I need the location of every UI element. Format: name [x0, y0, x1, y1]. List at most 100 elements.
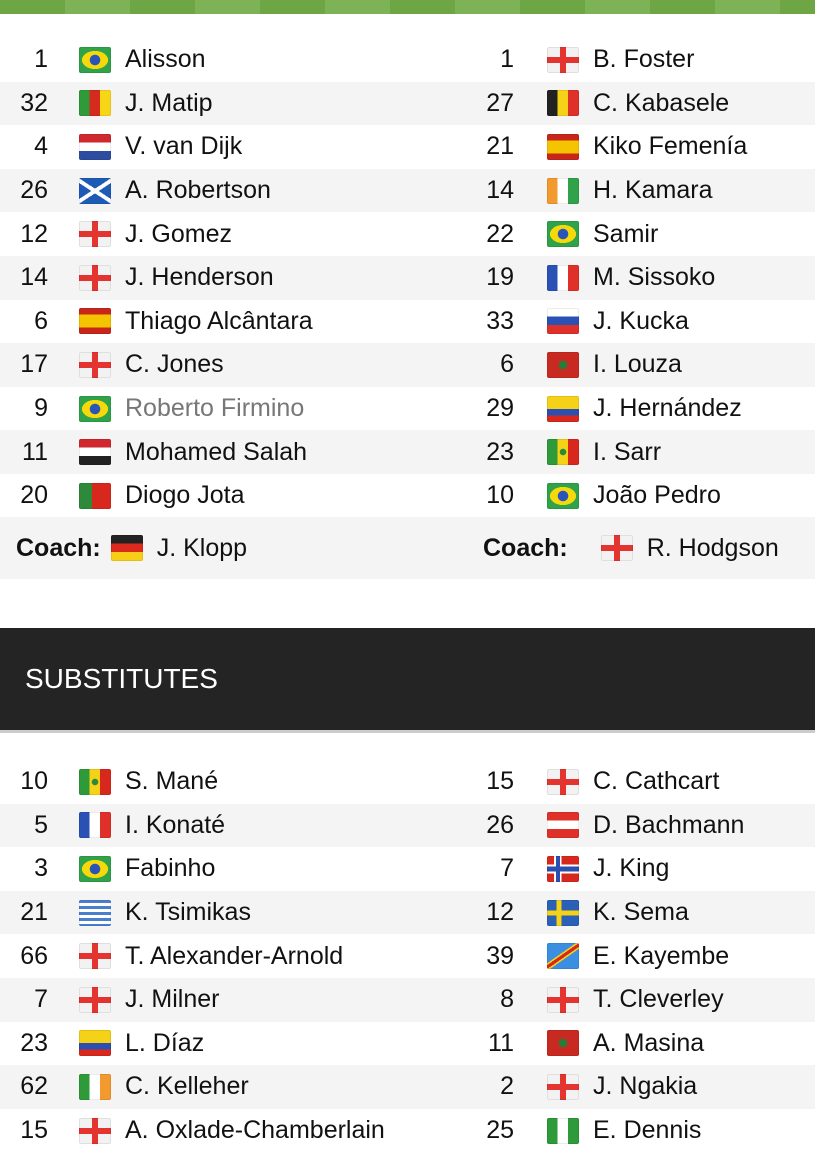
shirt-number: 26: [20, 176, 48, 205]
player-name[interactable]: J. King: [593, 854, 670, 883]
player-name[interactable]: C. Cathcart: [593, 767, 720, 796]
player-name[interactable]: Diogo Jota: [125, 481, 245, 510]
player-name[interactable]: A. Masina: [593, 1028, 705, 1057]
shirt-number: 4: [34, 132, 48, 161]
player-row: 7 J. Milner 8 T. Cleverley: [0, 977, 815, 1022]
shirt-number: 26: [486, 810, 514, 839]
away-player: 10 João Pedro: [467, 474, 815, 518]
away-player: 8 T. Cleverley: [467, 978, 815, 1022]
coach-name[interactable]: R. Hodgson: [646, 533, 779, 562]
player-name[interactable]: Fabinho: [125, 854, 216, 883]
home-player: 6 Thiago Alcântara: [0, 300, 467, 344]
shirt-number: 39: [486, 941, 514, 970]
player-name[interactable]: D. Bachmann: [593, 810, 745, 839]
player-name[interactable]: T. Cleverley: [593, 985, 724, 1014]
player-name[interactable]: E. Dennis: [593, 1116, 702, 1145]
player-name[interactable]: J. Henderson: [125, 263, 274, 292]
brazil-flag-icon: [79, 395, 111, 422]
player-row: 21 K. Tsimikas 12 K. Sema: [0, 890, 815, 935]
player-name[interactable]: T. Alexander-Arnold: [125, 941, 344, 970]
player-name[interactable]: J. Hernández: [593, 394, 742, 423]
colombia-flag-icon: [79, 1030, 111, 1057]
shirt-number: 9: [34, 394, 48, 423]
player-name[interactable]: C. Kabasele: [593, 88, 730, 117]
dr-congo-flag-icon: [547, 943, 579, 970]
away-player: 6 I. Louza: [467, 343, 815, 387]
home-player: 32 J. Matip: [0, 82, 467, 126]
home-coach: Coach: J. Klopp: [0, 517, 467, 579]
player-name[interactable]: H. Kamara: [593, 176, 713, 205]
away-player: 22 Samir: [467, 212, 815, 256]
player-name[interactable]: Roberto Firmino: [125, 394, 305, 423]
player-name[interactable]: J. Matip: [125, 88, 213, 117]
spain-flag-icon: [79, 308, 111, 335]
player-row: 4 V. van Dijk 21 Kiko Femenía: [0, 125, 815, 169]
player-name[interactable]: L. Díaz: [125, 1028, 205, 1057]
shirt-number: 33: [486, 306, 514, 335]
home-player: 66 T. Alexander-Arnold: [0, 934, 467, 978]
player-name[interactable]: B. Foster: [593, 45, 695, 74]
player-name[interactable]: J. Kucka: [593, 306, 689, 335]
player-name[interactable]: K. Sema: [593, 898, 689, 927]
brazil-flag-icon: [79, 855, 111, 882]
shirt-number: 27: [486, 88, 514, 117]
away-player: 14 H. Kamara: [467, 169, 815, 213]
away-player: 26 D. Bachmann: [467, 804, 815, 848]
shirt-number: 7: [500, 854, 514, 883]
france-flag-icon: [79, 812, 111, 839]
player-name[interactable]: J. Milner: [125, 985, 220, 1014]
player-name[interactable]: V. van Dijk: [125, 132, 243, 161]
home-player: 4 V. van Dijk: [0, 125, 467, 169]
netherlands-flag-icon: [79, 133, 111, 160]
lineup-table: 1 Alisson 1 B. Foster 32 J. Matip 27 C. Kabasel…: [0, 38, 815, 518]
home-player: 1 Alisson: [0, 38, 467, 82]
home-player: 10 S. Mané: [0, 760, 467, 804]
cameroon-flag-icon: [79, 90, 111, 117]
player-row: 3 Fabinho 7 J. King: [0, 847, 815, 891]
player-name[interactable]: C. Kelleher: [125, 1072, 249, 1101]
player-name[interactable]: I. Sarr: [593, 437, 662, 466]
player-name[interactable]: João Pedro: [593, 481, 721, 510]
player-name[interactable]: S. Mané: [125, 767, 219, 796]
shirt-number: 14: [486, 176, 514, 205]
player-name[interactable]: Kiko Femenía: [593, 132, 748, 161]
shirt-number: 3: [34, 854, 48, 883]
player-name[interactable]: M. Sissoko: [593, 263, 716, 292]
brazil-flag-icon: [79, 46, 111, 73]
player-row: 26 A. Robertson 14 H. Kamara: [0, 168, 815, 213]
player-name[interactable]: J. Gomez: [125, 219, 232, 248]
shirt-number: 11: [22, 437, 48, 466]
player-name[interactable]: E. Kayembe: [593, 941, 730, 970]
brazil-flag-icon: [547, 221, 579, 248]
player-name[interactable]: Thiago Alcântara: [125, 306, 313, 335]
player-row: 66 T. Alexander-Arnold 39 E. Kayembe: [0, 934, 815, 978]
home-player: 62 C. Kelleher: [0, 1065, 467, 1109]
home-player: 3 Fabinho: [0, 847, 467, 891]
shirt-number: 21: [486, 132, 514, 161]
slovakia-flag-icon: [547, 308, 579, 335]
player-name[interactable]: J. Ngakia: [593, 1072, 698, 1101]
home-player: 26 A. Robertson: [0, 169, 467, 213]
away-player: 29 J. Hernández: [467, 387, 815, 431]
player-name[interactable]: A. Robertson: [125, 176, 271, 205]
home-player: 14 J. Henderson: [0, 256, 467, 300]
player-row: 62 C. Kelleher 2 J. Ngakia: [0, 1065, 815, 1109]
player-name[interactable]: I. Louza: [593, 350, 682, 379]
greece-flag-icon: [79, 899, 111, 926]
scotland-flag-icon: [79, 177, 111, 204]
away-player: 25 E. Dennis: [467, 1109, 815, 1153]
player-name[interactable]: I. Konaté: [125, 810, 226, 839]
player-name[interactable]: K. Tsimikas: [125, 898, 251, 927]
player-row: 14 J. Henderson 19 M. Sissoko: [0, 255, 815, 300]
player-name[interactable]: Samir: [593, 219, 659, 248]
player-row: 10 S. Mané 15 C. Cathcart: [0, 760, 815, 804]
player-name[interactable]: Alisson: [125, 45, 206, 74]
belgium-flag-icon: [547, 90, 579, 117]
player-name[interactable]: Mohamed Salah: [125, 437, 308, 466]
england-flag-icon: [600, 535, 633, 561]
player-name[interactable]: C. Jones: [125, 350, 224, 379]
shirt-number: 15: [486, 767, 514, 796]
player-row: 17 C. Jones 6 I. Louza: [0, 343, 815, 387]
coach-name[interactable]: J. Klopp: [156, 533, 248, 562]
player-name[interactable]: A. Oxlade-Chamberlain: [125, 1116, 385, 1145]
